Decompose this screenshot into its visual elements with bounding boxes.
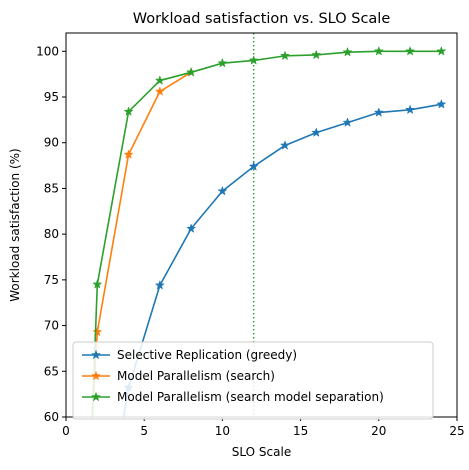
series-1-point bbox=[92, 326, 103, 337]
series-2-point bbox=[186, 66, 197, 77]
series-2-point bbox=[436, 45, 447, 56]
series-1-point bbox=[123, 149, 134, 159]
series-line-0 bbox=[122, 103, 442, 417]
series-2-point bbox=[123, 106, 134, 116]
y-tick-label: 80 bbox=[44, 227, 59, 241]
x-tick-label: 20 bbox=[371, 424, 386, 438]
y-tick-label: 65 bbox=[44, 364, 59, 378]
chart-title: Workload satisfaction vs. SLO Scale bbox=[133, 11, 391, 27]
y-tick-label: 95 bbox=[44, 90, 59, 104]
series-2-point bbox=[373, 45, 384, 56]
series-0-point bbox=[217, 185, 228, 196]
x-tick-label: 15 bbox=[293, 424, 308, 438]
y-tick-label: 90 bbox=[44, 136, 59, 150]
legend-marker-2 bbox=[90, 391, 102, 402]
series-0-point bbox=[311, 127, 322, 137]
y-tick-label: 70 bbox=[44, 319, 59, 333]
x-tick-label: 0 bbox=[62, 424, 70, 438]
y-tick-label: 100 bbox=[36, 44, 59, 58]
x-tick-label: 10 bbox=[215, 424, 230, 438]
legend-label-2: Model Parallelism (search model separati… bbox=[117, 390, 384, 404]
series-0-point bbox=[373, 107, 384, 117]
series-2-point bbox=[217, 57, 228, 68]
x-axis-label: SLO Scale bbox=[232, 445, 291, 459]
series-2-point bbox=[87, 449, 96, 457]
legend-marker-1 bbox=[90, 370, 102, 381]
series-0-point bbox=[436, 98, 447, 109]
x-tick-label: 5 bbox=[140, 424, 148, 438]
legend-label-0: Selective Replication (greedy) bbox=[117, 348, 297, 362]
y-tick-label: 75 bbox=[44, 273, 59, 287]
y-tick-label: 60 bbox=[44, 410, 59, 424]
series-1-point bbox=[87, 431, 96, 439]
series-2-point bbox=[92, 279, 103, 289]
series-2-point bbox=[342, 46, 353, 57]
series-2-point bbox=[405, 45, 416, 56]
series-2-point bbox=[248, 55, 259, 65]
series-0-point bbox=[186, 223, 197, 233]
y-axis-label: Workload satisfaction (%) bbox=[8, 148, 22, 302]
series-1-point bbox=[154, 86, 165, 96]
series-2-point bbox=[154, 75, 165, 85]
legend-box bbox=[72, 341, 434, 420]
series-0-point bbox=[342, 117, 353, 127]
series-0-point bbox=[279, 140, 291, 150]
series-0-point bbox=[154, 280, 165, 290]
legend-label-1: Model Parallelism (search) bbox=[117, 369, 275, 383]
series-2-point bbox=[311, 49, 322, 60]
series-layer bbox=[87, 45, 447, 457]
series-0-point bbox=[405, 104, 416, 115]
y-tick-label: 85 bbox=[44, 181, 59, 195]
x-tick-label: 25 bbox=[449, 424, 464, 438]
series-0-point bbox=[248, 161, 259, 171]
series-2-point bbox=[279, 50, 291, 61]
legend: Selective Replication (greedy) Model Para… bbox=[72, 341, 434, 420]
legend-marker-0 bbox=[90, 349, 102, 360]
